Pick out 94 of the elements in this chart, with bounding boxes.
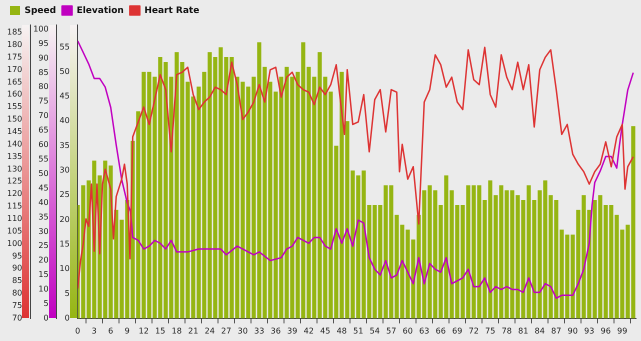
y2-tick-label: 55 [38,154,49,164]
y-tick-label: 50 [60,66,70,76]
x-tick-label: 96 [600,326,611,336]
x-tick-label: 57 [386,326,396,336]
x-tick-label: 78 [502,326,512,336]
y2-tick-label: 95 [38,38,49,48]
y3-tick-label: 70 [12,313,22,322]
y-tick-label: 15 [60,240,70,249]
x-tick-label: 84 [534,326,545,336]
y3-tick-label: 85 [12,276,22,286]
legend-label: Elevation [76,6,124,16]
y2-tick-label: 85 [38,68,49,77]
x-tick-label: 42 [304,326,314,336]
y2-tick-label: 0 [43,313,49,322]
x-tick-label: 60 [402,326,413,336]
x-tick-label: 30 [238,326,248,336]
y-tick-label: 25 [60,190,70,200]
y-tick-label: 55 [60,42,70,52]
y2-tick-label: 40 [38,198,49,207]
x-tick-label: 93 [584,326,594,336]
y2-tick-label: 75 [38,96,49,106]
x-tick-label: 81 [518,326,528,336]
x-tick-label: 27 [221,326,232,336]
y-tick-label: 0 [64,313,70,322]
x-tick-label: 12 [138,326,149,336]
y3-tick-label: 115 [6,202,22,211]
x-tick-label: 39 [287,326,298,336]
x-tick-label: 33 [254,326,264,336]
y3-tick-label: 155 [6,102,22,112]
x-tick-label: 51 [353,326,364,336]
y3-tick-label: 95 [12,251,22,260]
y3-tick-label: 120 [6,189,22,198]
y2-tick-label: 10 [38,284,49,294]
y3-tick-label: 105 [6,226,22,236]
x-tick-label: 66 [436,326,446,336]
y-tick-label: 30 [60,166,70,175]
y3-tick-label: 90 [12,264,22,273]
y2-tick-label: 45 [38,183,49,192]
y2-tick-label: 20 [38,256,49,265]
x-tick-label: 99 [617,326,628,336]
y3-tick-label: 180 [6,40,22,49]
y3-tick-label: 185 [6,28,22,37]
x-tick-label: 75 [485,326,496,336]
x-tick-label: 9 [124,326,130,336]
y3-tick-label: 110 [6,214,22,224]
y-tick-label: 5 [64,288,70,298]
y-tick-label: 40 [60,116,70,126]
y2-tick-label: 50 [38,168,49,178]
y2-tick-label: 90 [38,53,49,62]
y2-tick-label: 35 [38,212,49,222]
x-tick-label: 15 [155,326,166,336]
legend-label: Heart Rate [144,6,200,16]
x-tick-label: 36 [270,326,281,336]
x-tick-label: 6 [108,326,114,336]
x-tick-label: 48 [336,326,347,336]
y3-tick-label: 175 [6,52,22,62]
x-tick-label: 87 [551,326,562,336]
x-tick-label: 24 [204,326,215,336]
y2-tick-label: 65 [38,126,49,135]
y-tick-label: 35 [60,140,70,150]
x-tick-label: 63 [419,326,430,336]
y2-tick-label: 70 [38,111,49,120]
x-tick-label: 0 [75,326,80,336]
y3-tick-label: 100 [6,238,22,248]
x-tick-label: 69 [452,326,462,336]
y-tick-label: 45 [60,92,70,101]
x-tick-label: 3 [92,326,97,336]
x-tick-label: 72 [468,326,479,336]
y3-tick-label: 135 [6,152,22,161]
y3-tick-label: 160 [6,90,22,99]
y-tick-label: 10 [60,264,70,274]
y2-tick-label: 30 [38,226,49,236]
y2-tick-label: 60 [38,140,49,150]
y3-tick-label: 140 [6,139,22,148]
y2-tick-label: 15 [38,270,49,280]
legend-label: Speed [24,6,56,16]
x-tick-label: 45 [320,326,330,336]
y3-tick-label: 170 [6,64,22,74]
x-tick-label: 21 [188,326,198,336]
y2-tick-label: 80 [38,82,49,92]
y3-tick-label: 80 [12,288,22,298]
y3-tick-label: 145 [6,126,22,136]
y3-tick-label: 130 [6,164,22,174]
x-tick-label: 18 [172,326,182,336]
y2-tick-label: 25 [38,241,49,250]
x-tick-label: 54 [370,326,380,336]
y3-tick-label: 125 [6,176,22,186]
y2-tick-label: 5 [43,299,49,308]
y3-tick-label: 75 [12,301,22,310]
y3-tick-label: 165 [6,77,22,86]
y-tick-label: 20 [60,214,70,224]
y2-tick-label: 100 [33,24,49,34]
x-tick-label: 90 [568,326,578,336]
y3-tick-label: 150 [6,114,22,124]
